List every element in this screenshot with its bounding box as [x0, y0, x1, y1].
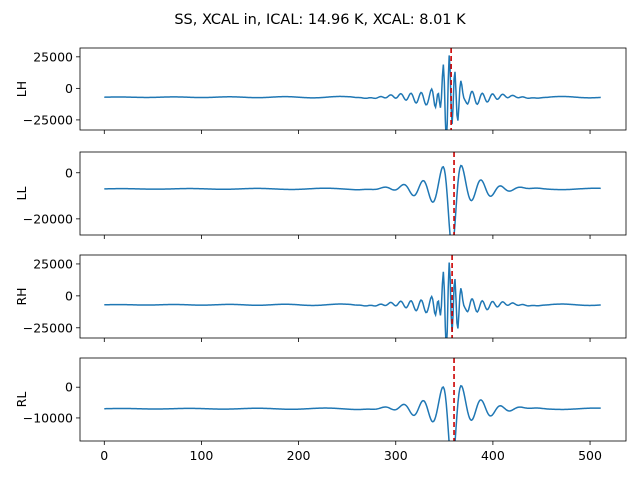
x-tick-label: 500	[578, 448, 602, 463]
axes-frame	[79, 151, 627, 236]
x-tick-label: 400	[481, 448, 505, 463]
y-axis-label: LL	[14, 187, 29, 201]
series-line-rh	[104, 262, 601, 338]
figure-title: SS, XCAL in, ICAL: 14.96 K, XCAL: 8.01 K	[174, 12, 466, 28]
y-tick-label: 0	[65, 380, 73, 395]
series-line-rl	[104, 384, 601, 441]
y-tick-label: 25000	[33, 49, 73, 64]
y-tick-label: 25000	[33, 256, 73, 271]
x-tick-label: 0	[100, 448, 108, 463]
y-tick-label: −20000	[23, 211, 73, 226]
y-tick-label: −10000	[23, 410, 73, 425]
y-tick-label: −25000	[23, 320, 73, 335]
y-axis-label: RH	[14, 287, 29, 305]
y-tick-label: 0	[65, 288, 73, 303]
axes-frame	[79, 357, 627, 442]
x-tick-label: 100	[190, 448, 214, 463]
y-tick-label: 0	[65, 81, 73, 96]
y-axis-label: LH	[14, 81, 29, 97]
subplot-rl: −10000 0 0 100 200 300 400 500 RL	[14, 357, 627, 463]
axes-frame	[79, 254, 627, 339]
y-tick-label: −25000	[23, 112, 73, 127]
subplot-lh: −25000 0 25000 LH	[14, 47, 627, 134]
y-tick-label: 0	[65, 165, 73, 180]
y-axis-label: RL	[14, 392, 29, 408]
x-tick-label: 200	[287, 448, 311, 463]
x-tick-label: 300	[384, 448, 408, 463]
series-line-lh	[104, 55, 601, 130]
axes-frame	[79, 47, 627, 131]
series-line-ll	[104, 164, 601, 235]
subplot-stack: −25000 0 25000 LH −20000 0 LL −25000 0 25000 RH −10…	[14, 47, 627, 463]
subplot-rh: −25000 0 25000 RH	[14, 254, 627, 342]
subplot-ll: −20000 0 LL	[14, 151, 627, 239]
